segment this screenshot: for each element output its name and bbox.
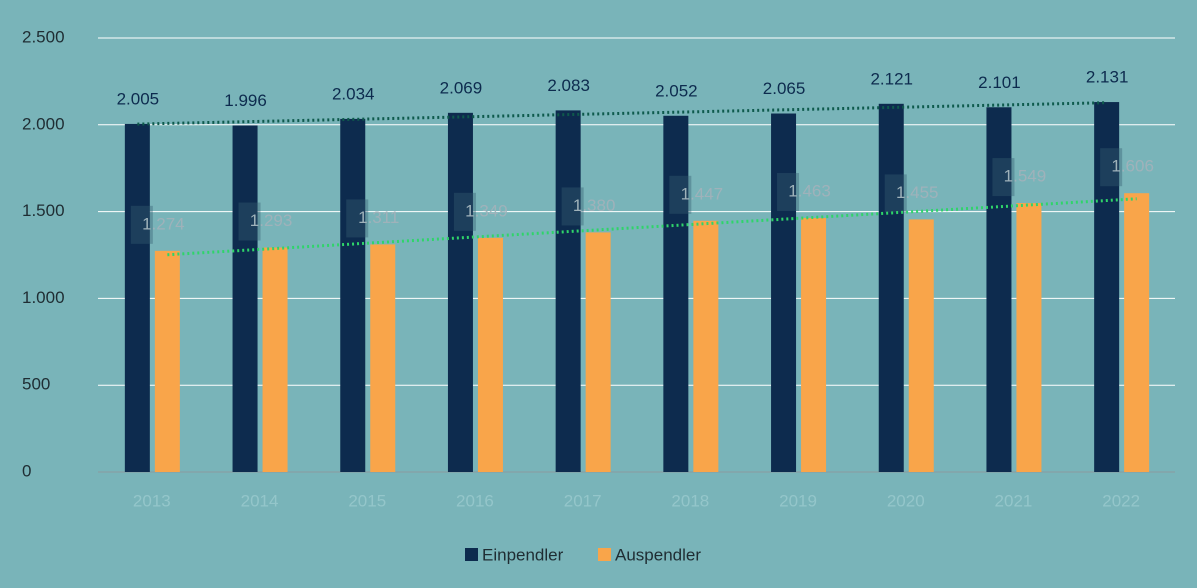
- data-label: 1.996: [224, 91, 267, 110]
- bar: [340, 118, 366, 473]
- x-tick-label: 2016: [456, 491, 494, 510]
- data-label: 1.349: [465, 201, 508, 220]
- bar: [801, 218, 827, 472]
- data-label: 2.083: [547, 76, 590, 95]
- data-label-box: [669, 175, 692, 214]
- legend-swatch: [598, 548, 611, 561]
- legend-label: Einpendler: [482, 545, 564, 564]
- data-label-box: [346, 199, 369, 238]
- bar: [585, 232, 611, 472]
- data-label: 1.606: [1111, 157, 1154, 176]
- data-label: 2.101: [978, 73, 1021, 92]
- data-label: 1.463: [788, 182, 831, 201]
- data-label: 1.311: [358, 208, 399, 227]
- x-tick-label: 2022: [1102, 491, 1140, 510]
- bar: [908, 219, 934, 472]
- y-tick-label: 500: [22, 375, 50, 394]
- data-label-box: [561, 187, 584, 226]
- bar: [663, 115, 689, 472]
- data-label-box: [130, 205, 153, 244]
- x-tick-label: 2018: [671, 491, 709, 510]
- data-label-box: [777, 173, 800, 212]
- y-tick-label: 1.000: [22, 288, 65, 307]
- y-tick-label: 1.500: [22, 201, 65, 220]
- y-tick-label: 0: [22, 461, 31, 480]
- bar: [124, 123, 150, 472]
- data-label: 1.549: [1004, 167, 1047, 186]
- bar: [370, 244, 396, 472]
- x-tick-label: 2015: [348, 491, 386, 510]
- data-label-box: [992, 158, 1015, 197]
- bar: [1094, 102, 1120, 472]
- data-label: 2.069: [440, 78, 483, 97]
- y-tick-label: 2.000: [22, 114, 65, 133]
- data-label: 2.065: [763, 79, 806, 98]
- bar: [878, 103, 904, 472]
- trendline: [137, 101, 1107, 126]
- data-label: 2.052: [655, 81, 698, 100]
- data-label: 2.034: [332, 84, 375, 103]
- bar: [1016, 203, 1042, 472]
- data-label: 1.447: [681, 184, 724, 203]
- x-tick-label: 2019: [779, 491, 817, 510]
- data-label: 1.455: [896, 183, 939, 202]
- data-label-box: [1100, 148, 1123, 187]
- bar: [154, 250, 180, 472]
- bar: [1124, 193, 1150, 472]
- data-label: 2.131: [1086, 68, 1129, 87]
- x-tick-label: 2020: [887, 491, 925, 510]
- legend-swatch: [465, 548, 478, 561]
- legend-label: Auspendler: [615, 545, 701, 564]
- data-label: 2.005: [117, 89, 160, 108]
- data-label: 2.121: [870, 69, 913, 88]
- data-label-box: [238, 202, 261, 241]
- bar: [232, 125, 258, 473]
- y-tick-label: 2.500: [22, 27, 65, 46]
- data-label: 1.293: [250, 211, 293, 230]
- data-label: 1.380: [573, 196, 616, 215]
- bar: [555, 110, 581, 472]
- x-tick-label: 2013: [133, 491, 171, 510]
- data-label-box: [453, 192, 476, 231]
- data-label: 1.274: [142, 214, 185, 233]
- bar: [262, 247, 288, 472]
- data-label-box: [884, 174, 907, 213]
- x-tick-label: 2021: [995, 491, 1033, 510]
- bar: [771, 113, 797, 473]
- trendline: [167, 197, 1137, 257]
- bar: [986, 107, 1012, 472]
- bar: [447, 112, 473, 473]
- bar: [477, 237, 503, 472]
- x-tick-label: 2017: [564, 491, 602, 510]
- bar: [693, 220, 719, 472]
- x-tick-label: 2014: [241, 491, 279, 510]
